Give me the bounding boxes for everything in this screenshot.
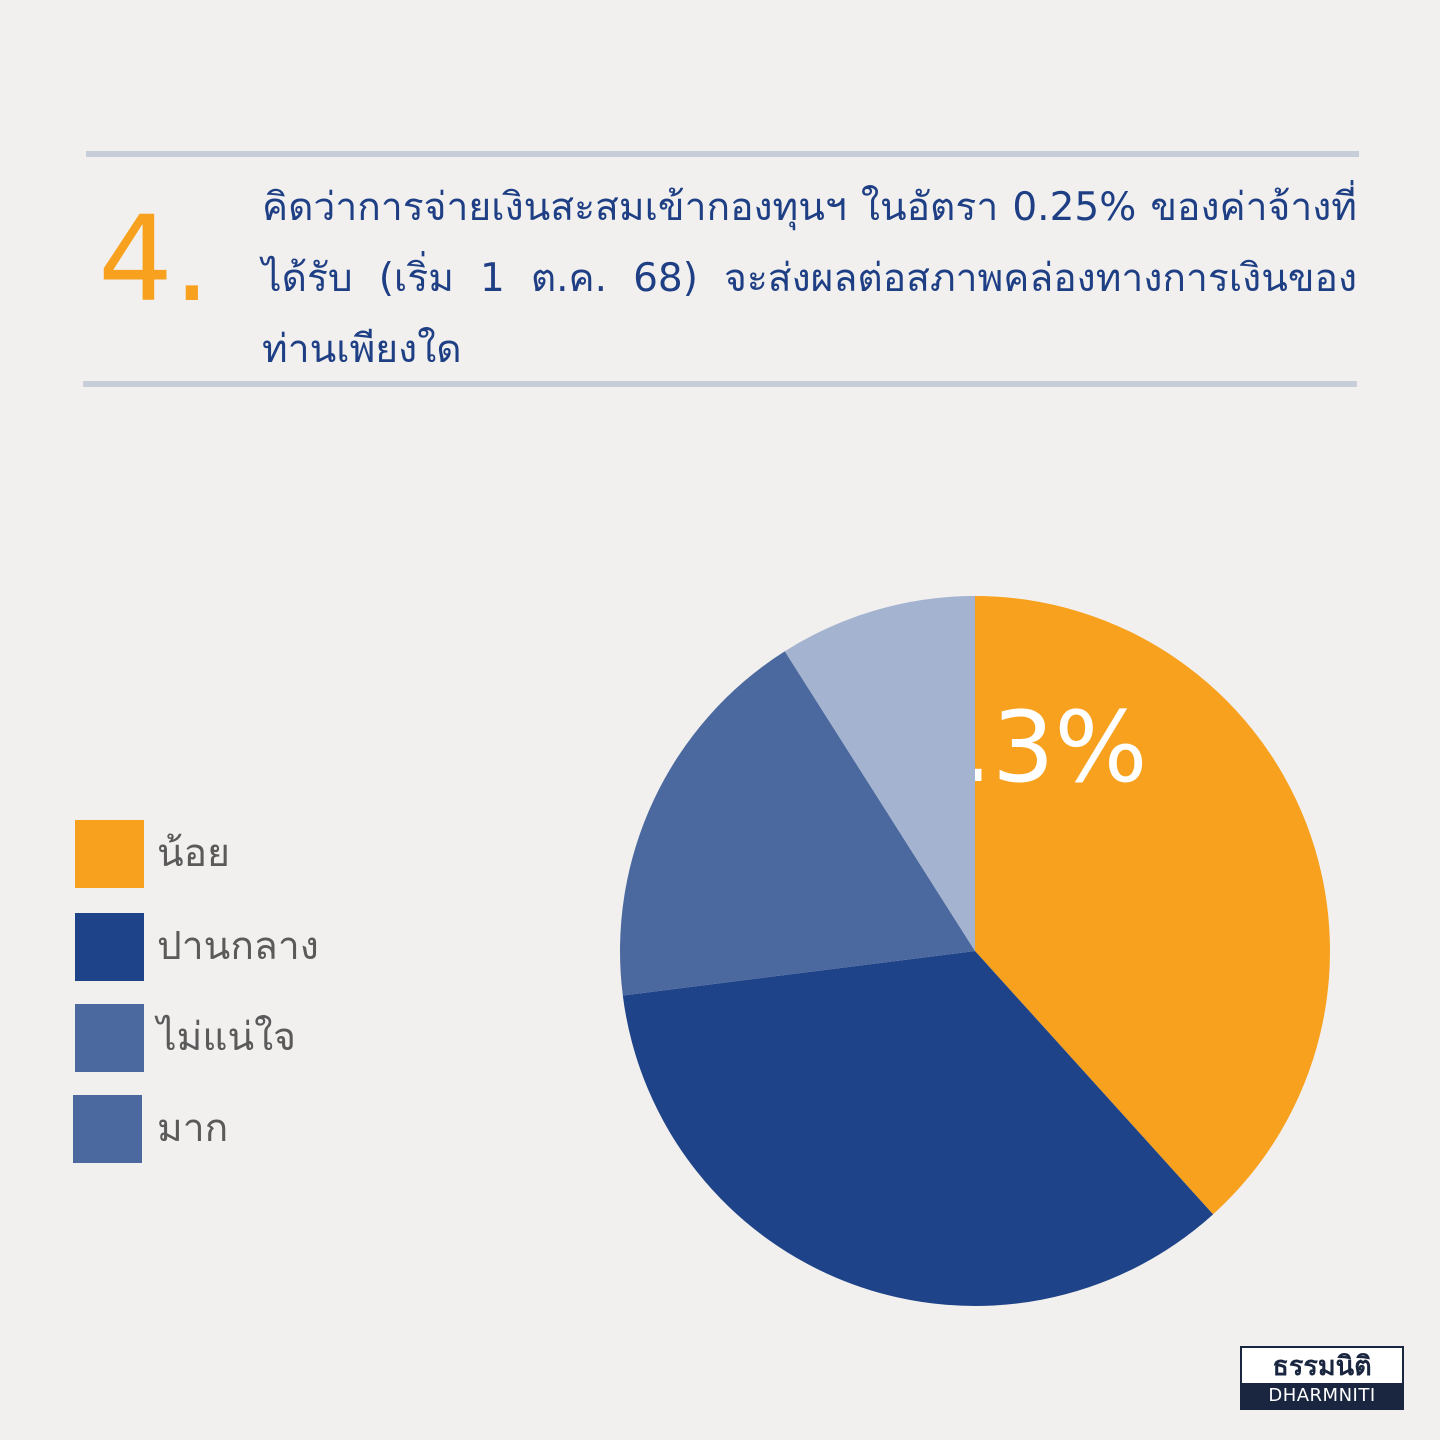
pie-slice-unsure: [619, 651, 975, 996]
top-divider: [86, 151, 1359, 157]
dharmniti-logo: ธรรมนิติ DHARMNITI: [1240, 1346, 1404, 1410]
question-number: 4.: [98, 190, 211, 328]
legend-item-low: น้อย: [73, 820, 433, 888]
legend-item-moderate: ปานกลาง: [73, 913, 433, 981]
legend-label-moderate: ปานกลาง: [157, 924, 319, 969]
pie-slice-high: [784, 596, 975, 951]
legend-item-unsure: ไม่แน่ใจ: [73, 1004, 433, 1072]
logo-english-text: DHARMNITI: [1242, 1383, 1402, 1408]
legend-item-high: มาก: [73, 1095, 433, 1163]
legend-label-high: มาก: [157, 1106, 229, 1151]
question-text: คิดว่าการจ่ายเงินสะสมเข้ากองทุนฯ ในอัตรา…: [262, 185, 1357, 372]
legend-swatch-unsure: [75, 1004, 144, 1072]
bottom-divider: [83, 381, 1357, 387]
legend-label-low: น้อย: [157, 831, 230, 876]
logo-thai-text: ธรรมนิติ: [1272, 1351, 1372, 1382]
legend-swatch-moderate: [75, 913, 144, 981]
legend-swatch-low: [75, 820, 144, 888]
legend-label-unsure: ไม่แน่ใจ: [157, 1015, 297, 1060]
pie-slice-low: [975, 596, 1330, 1215]
pie-slice-moderate: [622, 951, 1214, 1306]
legend-swatch-high: [73, 1095, 142, 1163]
